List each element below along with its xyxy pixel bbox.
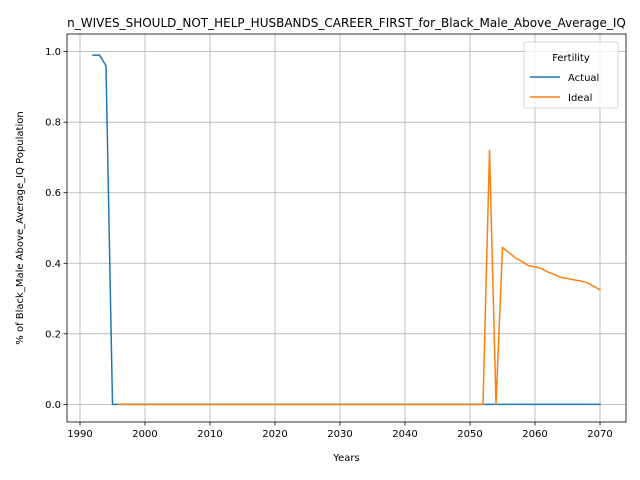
legend: Fertility Actual Ideal bbox=[523, 41, 619, 109]
x-tick-label: 1990 bbox=[67, 429, 92, 440]
chart-title: n_WIVES_SHOULD_NOT_HELP_HUSBANDS_CAREER_… bbox=[67, 16, 626, 30]
y-tick-label: 0.8 bbox=[45, 118, 61, 129]
x-tick-label: 2030 bbox=[327, 429, 352, 440]
y-axis-label: % of Black_Male Above_Average_IQ Populat… bbox=[15, 111, 26, 344]
x-tick-label: 2020 bbox=[262, 429, 287, 440]
series-layer bbox=[92, 54, 602, 406]
y-tick-label: 0.4 bbox=[45, 259, 61, 270]
legend-label-ideal: Ideal bbox=[568, 93, 592, 104]
y-tick-label: 0.2 bbox=[45, 329, 61, 340]
plot-frame bbox=[66, 33, 627, 423]
y-axis-ticks: 0.0 0.2 0.4 0.6 0.8 1.0 bbox=[45, 47, 67, 411]
x-tick-label: 2050 bbox=[457, 429, 482, 440]
x-axis-ticks: 1990 2000 2010 2020 2030 2040 2050 2060 2070 bbox=[67, 422, 613, 440]
y-tick-label: 0.0 bbox=[45, 400, 61, 411]
legend-box bbox=[523, 41, 619, 109]
x-tick-label: 2040 bbox=[392, 429, 417, 440]
legend-title: Fertility bbox=[552, 53, 590, 64]
series-line-ideal bbox=[118, 149, 602, 406]
y-tick-label: 1.0 bbox=[45, 47, 61, 58]
legend-label-actual: Actual bbox=[568, 73, 599, 84]
x-tick-label: 2010 bbox=[197, 429, 222, 440]
x-axis-label: Years bbox=[332, 453, 359, 464]
x-tick-label: 2060 bbox=[522, 429, 547, 440]
x-tick-label: 2000 bbox=[132, 429, 157, 440]
x-tick-label: 2070 bbox=[587, 429, 612, 440]
y-tick-label: 0.6 bbox=[45, 188, 61, 199]
